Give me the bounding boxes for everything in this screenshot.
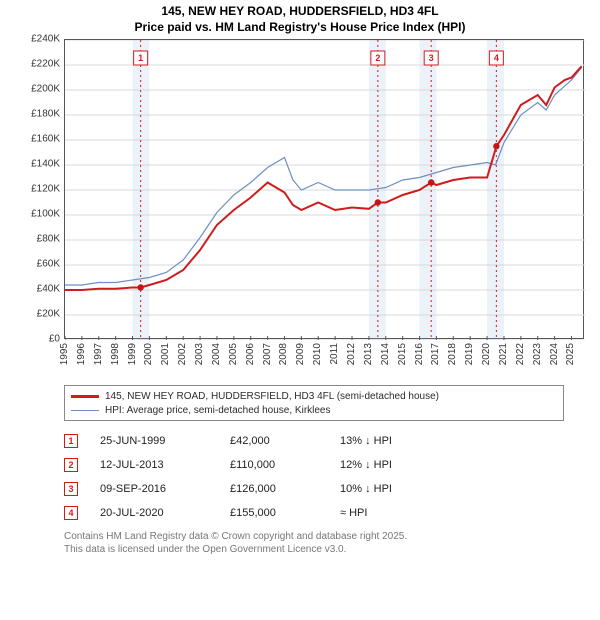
svg-text:2: 2 [375, 53, 380, 63]
x-axis-label: 1997 [93, 343, 104, 365]
x-axis-label: 2017 [430, 343, 441, 365]
footer: Contains HM Land Registry data © Crown c… [64, 531, 564, 556]
legend-swatch [71, 395, 99, 398]
y-axis-label: £100K [20, 209, 60, 220]
legend: 145, NEW HEY ROAD, HUDDERSFIELD, HD3 4FL… [64, 385, 564, 421]
event-row: 2 12-JUL-2013£110,00012% ↓ HPI [64, 453, 564, 477]
y-axis-label: £60K [20, 259, 60, 270]
y-axis-label: £160K [20, 134, 60, 145]
y-axis-label: £220K [20, 59, 60, 70]
x-axis-label: 2003 [194, 343, 205, 365]
event-marker-box: 4 [64, 506, 78, 520]
x-axis-label: 2018 [447, 343, 458, 365]
event-relative: ≈ HPI [340, 507, 460, 519]
svg-text:4: 4 [494, 53, 499, 63]
x-axis-label: 2000 [143, 343, 154, 365]
event-relative: 12% ↓ HPI [340, 459, 460, 471]
x-axis-label: 2004 [211, 343, 222, 365]
x-axis-label: 2012 [346, 343, 357, 365]
x-axis-label: 2013 [363, 343, 374, 365]
legend-label: 145, NEW HEY ROAD, HUDDERSFIELD, HD3 4FL… [105, 391, 439, 402]
event-date: 20-JUL-2020 [100, 507, 230, 519]
x-axis-label: 2001 [160, 343, 171, 365]
x-axis-label: 2002 [177, 343, 188, 365]
x-axis-label: 2020 [481, 343, 492, 365]
chart-title: 145, NEW HEY ROAD, HUDDERSFIELD, HD3 4FL… [8, 4, 592, 35]
y-axis-label: £180K [20, 109, 60, 120]
svg-text:3: 3 [429, 53, 434, 63]
x-axis-label: 2025 [565, 343, 576, 365]
plot-area: 1 2 3 4 [64, 39, 584, 339]
legend-row: 145, NEW HEY ROAD, HUDDERSFIELD, HD3 4FL… [71, 389, 557, 403]
y-axis-label: £140K [20, 159, 60, 170]
x-axis-label: 2009 [295, 343, 306, 365]
chart-area: £0£20K£40K£60K£80K£100K£120K£140K£160K£1… [24, 39, 584, 379]
x-axis-label: 2023 [532, 343, 543, 365]
events-table: 1 25-JUN-1999£42,00013% ↓ HPI 2 12-JUL-2013… [64, 429, 564, 525]
event-price: £110,000 [230, 459, 340, 471]
x-axis-label: 2005 [228, 343, 239, 365]
legend-row: HPI: Average price, semi-detached house,… [71, 403, 557, 417]
event-date: 12-JUL-2013 [100, 459, 230, 471]
y-axis-label: £240K [20, 34, 60, 45]
x-axis-label: 1996 [76, 343, 87, 365]
title-line-1: 145, NEW HEY ROAD, HUDDERSFIELD, HD3 4FL [8, 4, 592, 20]
event-marker-box: 1 [64, 434, 78, 448]
x-axis-label: 1995 [59, 343, 70, 365]
x-axis-label: 2022 [515, 343, 526, 365]
x-axis-label: 2006 [245, 343, 256, 365]
chart-svg: 1 2 3 4 [65, 40, 585, 340]
x-axis-label: 2007 [262, 343, 273, 365]
chart-container: 145, NEW HEY ROAD, HUDDERSFIELD, HD3 4FL… [0, 0, 600, 620]
x-axis-label: 2008 [278, 343, 289, 365]
event-date: 25-JUN-1999 [100, 435, 230, 447]
y-axis-label: £200K [20, 84, 60, 95]
event-row: 4 20-JUL-2020£155,000≈ HPI [64, 501, 564, 525]
event-marker-box: 3 [64, 482, 78, 496]
x-axis-label: 1998 [110, 343, 121, 365]
event-row: 3 09-SEP-2016£126,00010% ↓ HPI [64, 477, 564, 501]
event-price: £155,000 [230, 507, 340, 519]
x-axis-label: 2021 [498, 343, 509, 365]
x-axis-label: 2015 [397, 343, 408, 365]
y-axis-label: £0 [20, 334, 60, 345]
event-price: £126,000 [230, 483, 340, 495]
event-relative: 13% ↓ HPI [340, 435, 460, 447]
event-relative: 10% ↓ HPI [340, 483, 460, 495]
x-axis-label: 2016 [414, 343, 425, 365]
footer-line-2: This data is licensed under the Open Gov… [64, 544, 564, 557]
x-axis-label: 2019 [464, 343, 475, 365]
x-axis-label: 2024 [549, 343, 560, 365]
x-axis-label: 2010 [312, 343, 323, 365]
legend-label: HPI: Average price, semi-detached house,… [105, 405, 331, 416]
x-axis-label: 1999 [127, 343, 138, 365]
svg-text:1: 1 [138, 53, 143, 63]
event-date: 09-SEP-2016 [100, 483, 230, 495]
y-axis-label: £20K [20, 309, 60, 320]
event-price: £42,000 [230, 435, 340, 447]
event-marker-box: 2 [64, 458, 78, 472]
legend-swatch [71, 410, 99, 411]
title-line-2: Price paid vs. HM Land Registry's House … [8, 20, 592, 36]
y-axis-label: £40K [20, 284, 60, 295]
x-axis-label: 2011 [329, 343, 340, 365]
footer-line-1: Contains HM Land Registry data © Crown c… [64, 531, 564, 544]
x-axis-label: 2014 [380, 343, 391, 365]
event-row: 1 25-JUN-1999£42,00013% ↓ HPI [64, 429, 564, 453]
y-axis-label: £120K [20, 184, 60, 195]
y-axis-label: £80K [20, 234, 60, 245]
